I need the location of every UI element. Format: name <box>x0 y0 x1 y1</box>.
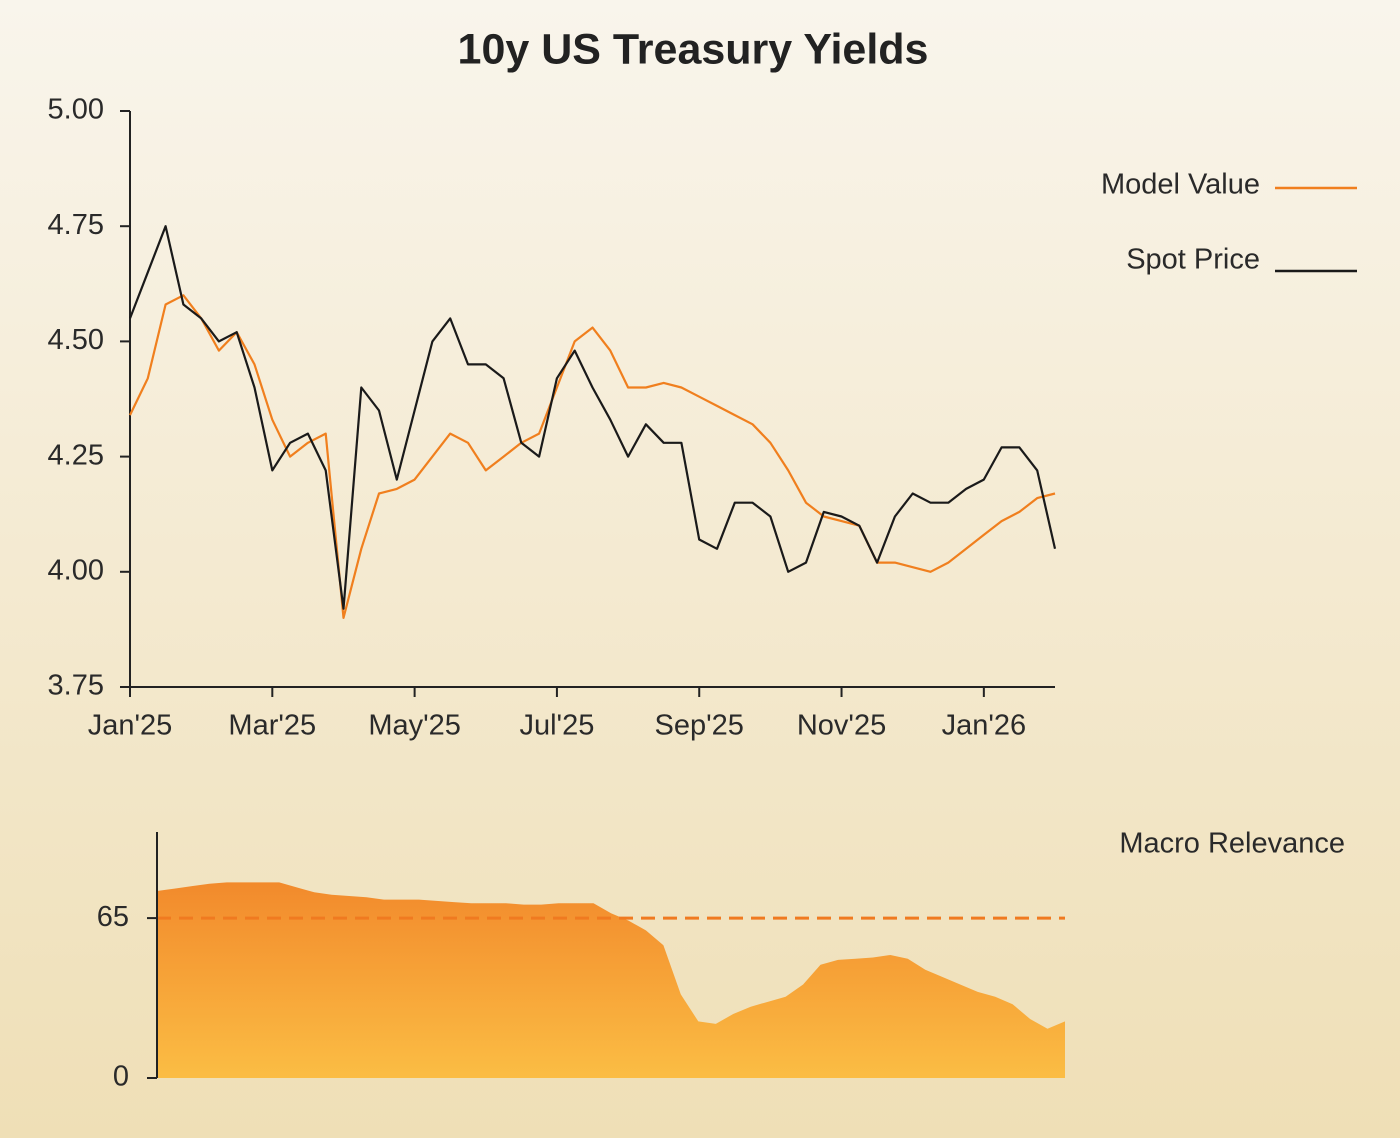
x-tick-label: Jul'25 <box>519 710 594 742</box>
x-tick-label: Nov'25 <box>797 710 886 742</box>
y-tick-label: 4.50 <box>48 324 104 356</box>
y-tick-label: 0 <box>113 1061 129 1093</box>
legend-label: Macro Relevance <box>1119 828 1345 860</box>
x-tick-label: Sep'25 <box>655 710 744 742</box>
chart-title: 10y US Treasury Yields <box>458 25 929 73</box>
y-tick-label: 65 <box>97 901 129 933</box>
y-tick-label: 5.00 <box>48 94 104 126</box>
x-tick-label: May'25 <box>368 710 461 742</box>
x-tick-label: Jan'26 <box>942 710 1027 742</box>
area <box>157 882 1065 1078</box>
legend-label: Model Value <box>1101 169 1260 201</box>
y-tick-label: 4.25 <box>48 439 104 471</box>
y-tick-label: 3.75 <box>48 670 104 702</box>
legend-label: Spot Price <box>1126 244 1260 276</box>
y-tick-label: 4.00 <box>48 554 104 586</box>
y-tick-label: 4.75 <box>48 209 104 241</box>
x-tick-label: Jan'25 <box>88 710 173 742</box>
line <box>128 225 1057 610</box>
line <box>129 294 1056 619</box>
x-tick-label: Mar'25 <box>228 710 316 742</box>
